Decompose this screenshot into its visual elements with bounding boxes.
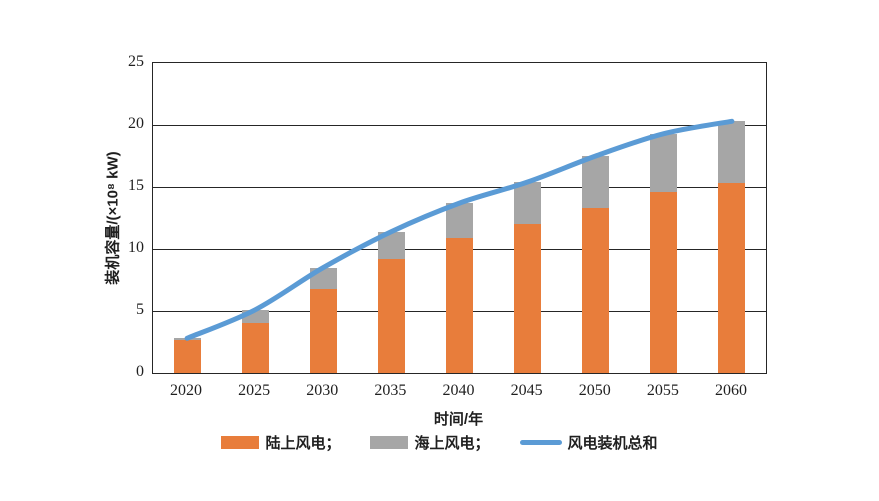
legend-label-陆上风电: 陆上风电； [265,435,341,452]
x-tick-label-2040: 2040 [442,382,475,399]
x-axis-title: 时间/年 [433,411,484,428]
y-tick-label-10: 10 [128,239,144,256]
bar-segment-陆上风电-2035 [377,258,405,373]
y-axis-title: 装机容量/(×10⁸ kW) [104,151,122,285]
bar-stack-2035 [377,231,405,373]
x-tick-label-2035: 2035 [374,382,407,399]
y-tick-label-0: 0 [136,363,144,380]
y-tick-label-25: 25 [128,53,144,70]
bar-segment-陆上风电-2045 [514,224,542,373]
bar-segment-陆上风电-2060 [718,183,746,373]
bar-segment-陆上风电-2030 [309,288,337,373]
plot-area [152,62,767,374]
bar-stack-2025 [241,309,269,373]
gridline-y-20 [153,125,766,126]
x-tick-label-2020: 2020 [170,382,203,399]
total-line-series [184,118,735,341]
bar-segment-海上风电-2050 [582,156,610,209]
x-tick-label-2045: 2045 [510,382,543,399]
x-tick-label-2060: 2060 [714,382,747,399]
x-tick-label-2055: 2055 [646,382,679,399]
legend-item-陆上风电: 陆上风电； [221,432,340,453]
total-line-path [184,118,735,341]
legend-item-海上风电: 海上风电； [370,432,490,453]
bar-segment-海上风电-2060 [718,121,746,184]
y-tick-label-20: 20 [128,115,144,132]
bar-segment-陆上风电-2050 [582,208,610,373]
bar-stack-2045 [514,182,542,373]
bar-stack-2050 [582,156,610,373]
legend-label-海上风电: 海上风电； [414,435,490,452]
y-tick-label-15: 15 [128,177,144,194]
bar-segment-海上风电-2045 [514,182,542,225]
bar-segment-陆上风电-2020 [173,339,201,373]
x-tick-label-2030: 2030 [306,382,339,399]
legend: 陆上风电； 海上风电； 风电装机总和 [0,432,879,453]
bar-segment-海上风电-2055 [650,133,678,192]
bar-segment-陆上风电-2025 [241,323,269,373]
y-tick-label-5: 5 [136,301,144,318]
legend-color-swatch-陆上风电 [221,436,260,449]
legend-item-风电装机总和: 风电装机总和 [519,432,658,453]
bar-segment-陆上风电-2040 [446,237,473,373]
legend-label-风电装机总和: 风电装机总和 [567,435,658,452]
x-tick-label-2025: 2025 [238,382,271,399]
legend-line-swatch-风电装机总和 [519,440,562,445]
bar-stack-2055 [650,133,678,373]
gridline-y-15 [153,187,766,188]
legend-color-swatch-海上风电 [370,436,409,449]
bar-stack-2060 [718,121,746,373]
bar-segment-陆上风电-2055 [650,191,678,373]
x-tick-label-2050: 2050 [578,382,611,399]
